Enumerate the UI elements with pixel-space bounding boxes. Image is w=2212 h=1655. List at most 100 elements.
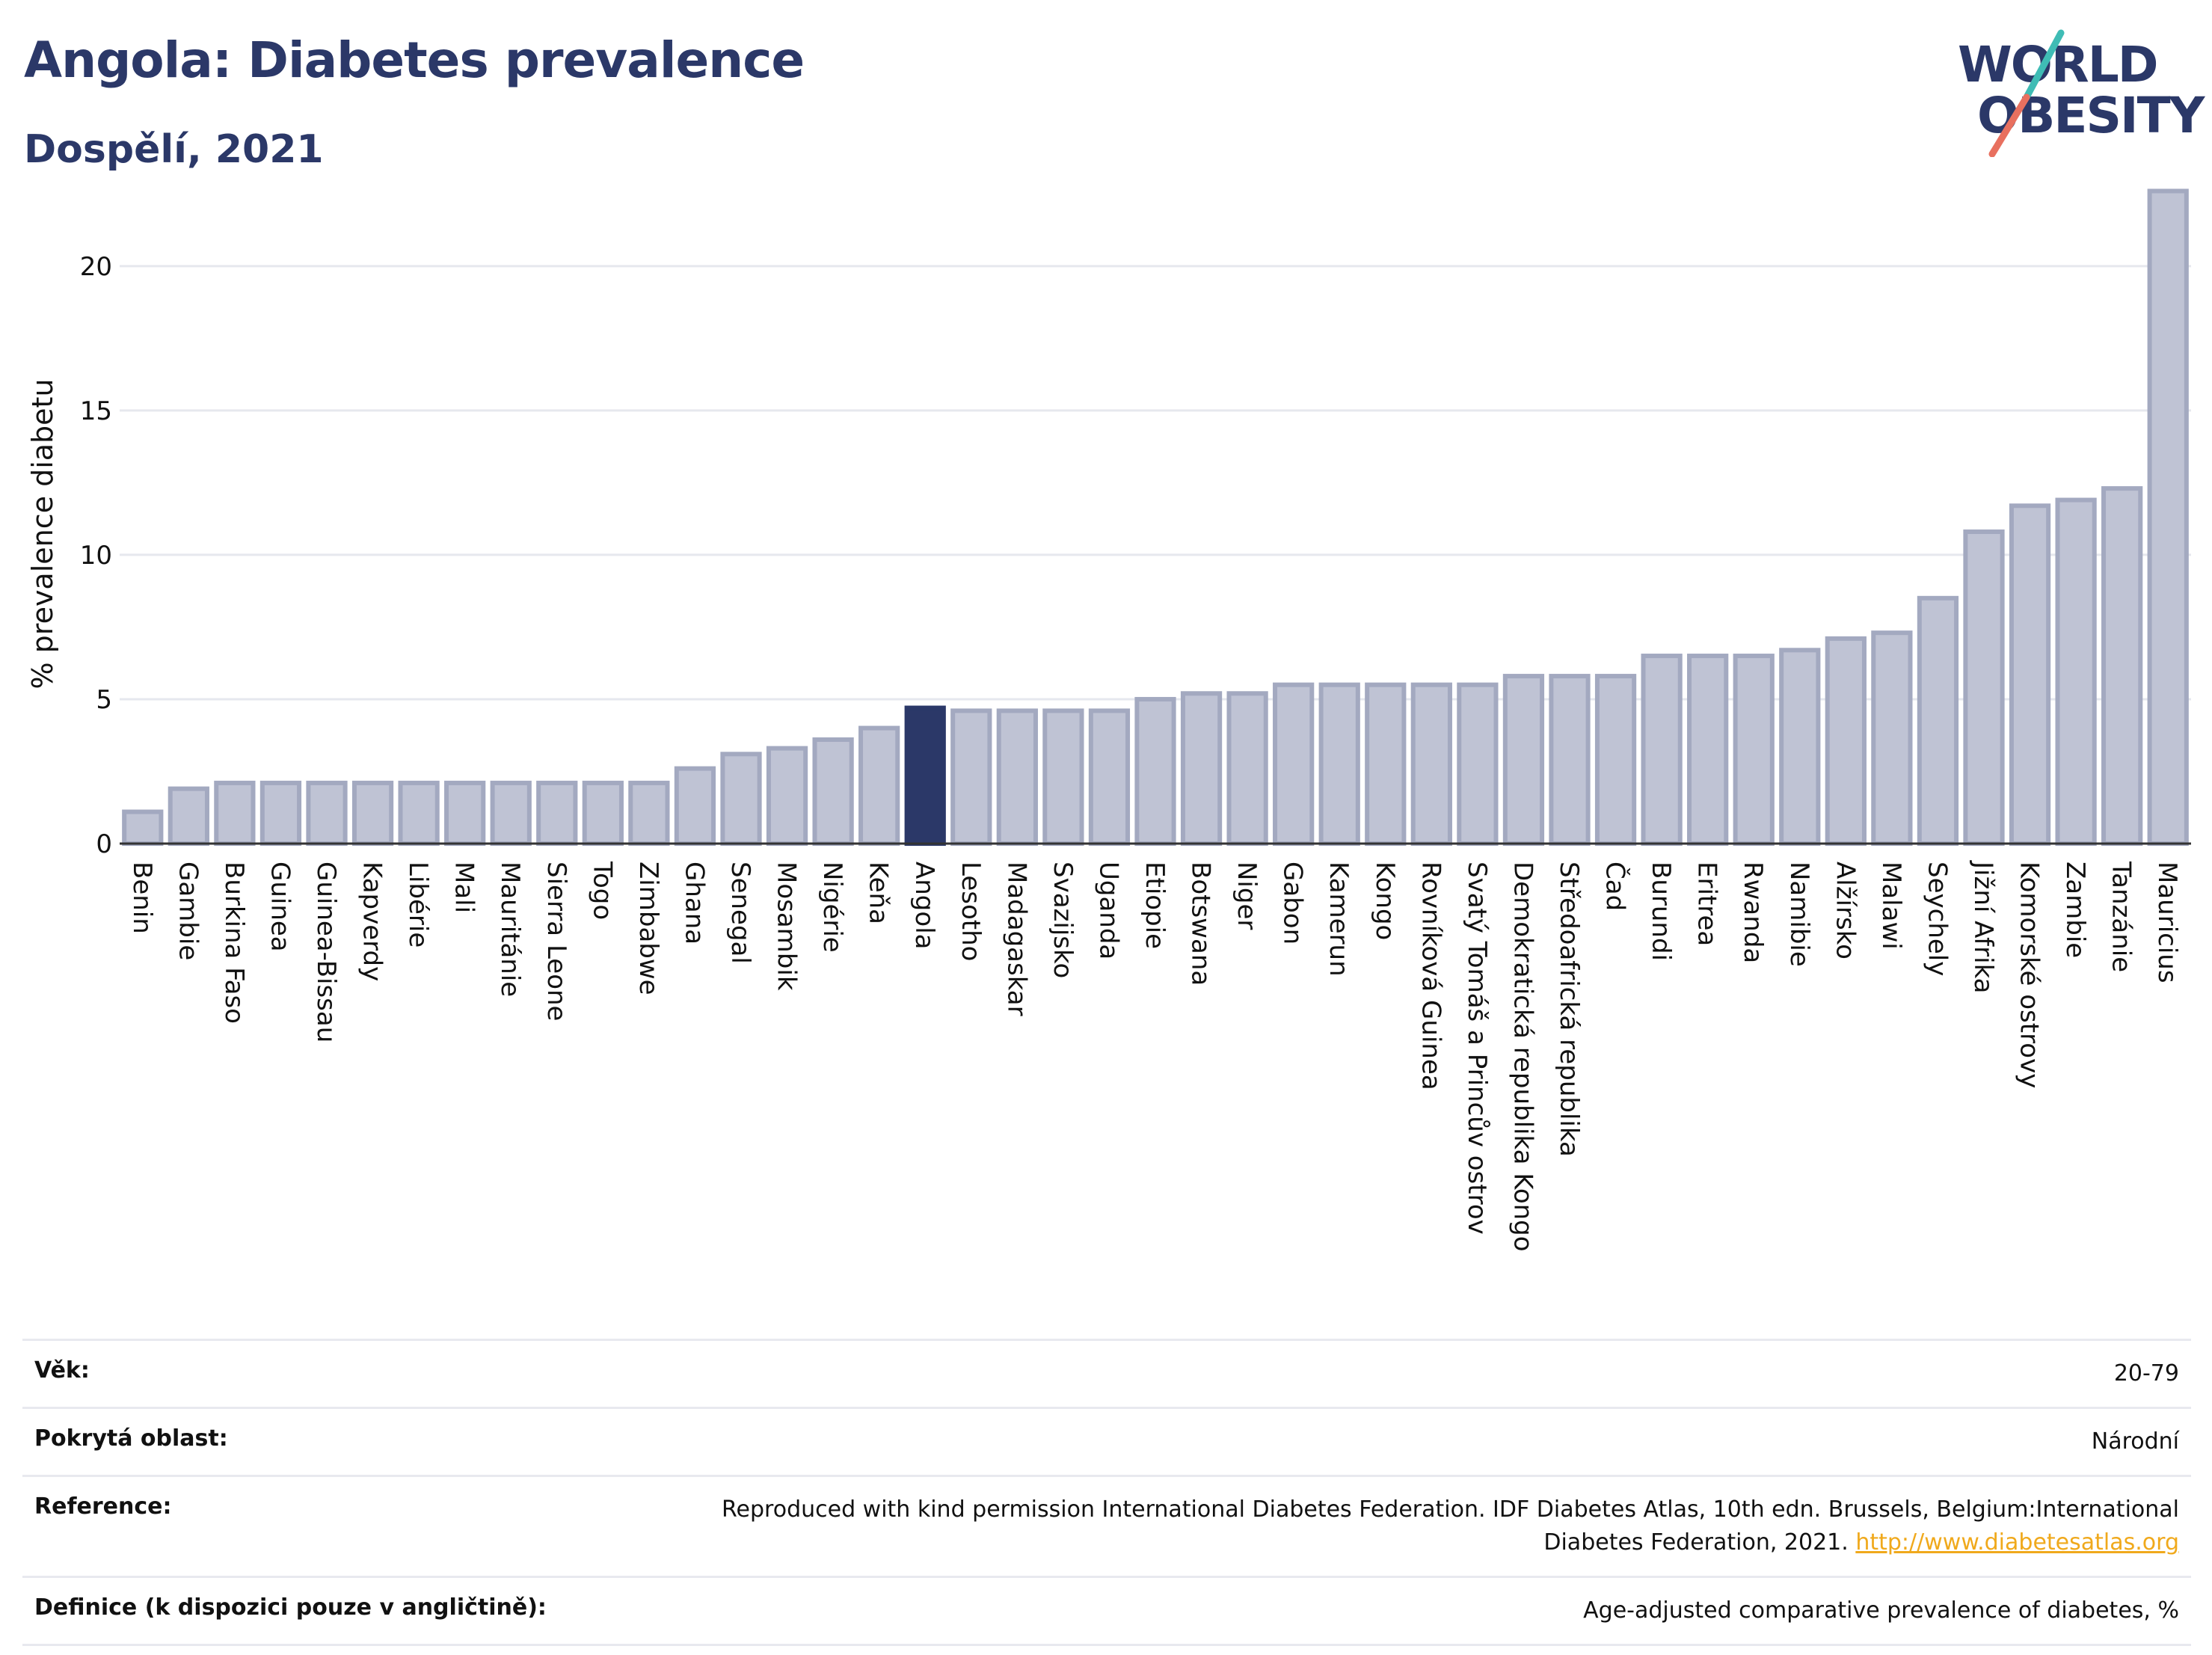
bar-botswana[interactable]: [1180, 691, 1223, 847]
x-tick-label: Čad: [1600, 862, 1631, 911]
x-tick-label: Niger: [1232, 862, 1262, 930]
bar-gabon[interactable]: [1273, 682, 1315, 846]
x-tick-label: Kamerun: [1324, 862, 1354, 977]
x-tick-label: Kongo: [1370, 862, 1400, 940]
x-tick-label: Togo: [587, 861, 617, 920]
x-tick-label: Burkina Faso: [219, 862, 249, 1024]
x-tick-label: Rwanda: [1738, 862, 1768, 963]
x-tick-label: Gabon: [1278, 862, 1308, 945]
x-tick-label: Angola: [909, 862, 939, 949]
x-tick-label: Ghana: [679, 862, 709, 945]
bar-guinea[interactable]: [259, 780, 302, 847]
bar-ke-a[interactable]: [858, 725, 900, 847]
x-tick-label: Zambie: [2060, 862, 2090, 958]
info-table: Věk: 20-79 Pokrytá oblast: Národní Refer…: [22, 1339, 2191, 1646]
bar-zimbabwe[interactable]: [628, 780, 670, 847]
bar-kamerun[interactable]: [1318, 682, 1360, 846]
x-tick-label: Sierra Leone: [541, 862, 571, 1021]
x-tick-label: Keňa: [864, 862, 894, 924]
bar-lib-rie[interactable]: [398, 780, 440, 847]
x-tick-label: Gambie: [173, 862, 203, 960]
bar-st-edoafrick-republika[interactable]: [1549, 674, 1591, 847]
info-key: Věk:: [34, 1357, 90, 1384]
bar-svazijsko[interactable]: [1042, 708, 1084, 847]
info-row-definition: Definice (k dispozici pouze v angličtině…: [22, 1576, 2191, 1646]
bar-mosambik[interactable]: [766, 746, 808, 847]
reference-link[interactable]: http://www.diabetesatlas.org: [1855, 1529, 2179, 1556]
x-tick-label: Středoafrická republika: [1554, 862, 1584, 1157]
bar-niger[interactable]: [1226, 691, 1268, 847]
bar-ji-n-afrika[interactable]: [1963, 529, 2005, 846]
x-tick-label: Jižní Afrika: [1968, 860, 1998, 994]
x-tick-label: Mauricius: [2152, 862, 2182, 983]
bar-etiopie[interactable]: [1134, 696, 1176, 847]
x-tick-label: Guinea-Bissau: [311, 862, 341, 1043]
bar-tanz-nie[interactable]: [2101, 486, 2143, 846]
bar-komorsk-ostrovy[interactable]: [2009, 503, 2051, 846]
bar-maurit-nie[interactable]: [490, 780, 532, 847]
bar-burundi[interactable]: [1641, 654, 1683, 846]
bar-svat-tom-a-princ-v-ostrov[interactable]: [1457, 682, 1499, 846]
info-value-reference: Reproduced with kind permission Internat…: [669, 1493, 2179, 1559]
bar-al-rsko[interactable]: [1825, 636, 1867, 846]
logo-slash-icon: [1988, 29, 2065, 157]
x-tick-label: Seychely: [1922, 862, 1952, 976]
x-tick-label: Senegal: [725, 862, 755, 964]
bar-madagaskar[interactable]: [996, 708, 1038, 847]
y-axis-label: % prevalence diabetu: [26, 378, 59, 689]
bar-chart: 0 5 10 15 20 % prevalence diabetu Benin Gambie B…: [26, 188, 2191, 1252]
page-title: Angola: Diabetes prevalence: [24, 31, 805, 89]
bar-senegal[interactable]: [720, 752, 762, 847]
bar-ghana[interactable]: [674, 766, 716, 847]
x-tick-label: Burundi: [1646, 862, 1676, 961]
bar-rwanda[interactable]: [1733, 654, 1775, 846]
info-key: Pokrytá oblast:: [34, 1425, 228, 1452]
bar-guinea-bissau[interactable]: [306, 780, 348, 847]
x-tick-label: Mauritánie: [495, 862, 525, 997]
x-tick-label: Kapverdy: [357, 862, 387, 981]
bar-lesotho[interactable]: [950, 708, 992, 847]
x-tick-label: Nigérie: [817, 862, 847, 953]
x-tick-label: Komorské ostrovy: [2015, 862, 2044, 1088]
x-tick-label: Zimbabwe: [633, 862, 663, 995]
x-tick-label: Lesotho: [956, 862, 986, 961]
bar-rovn-kov-guinea[interactable]: [1410, 682, 1452, 846]
bar-eritrea[interactable]: [1687, 654, 1729, 846]
bar-uganda[interactable]: [1088, 708, 1131, 847]
bar--ad[interactable]: [1594, 674, 1637, 847]
bar-kapverdy[interactable]: [351, 780, 394, 847]
x-tick-label: Uganda: [1093, 862, 1123, 959]
x-tick-label: Svatý Tomáš a Princův ostrov: [1462, 862, 1492, 1235]
x-tick-label: Etiopie: [1140, 862, 1170, 949]
x-tick-label: Demokratická republika Kongo: [1508, 862, 1537, 1252]
x-tick-label: Svazijsko: [1048, 862, 1078, 978]
y-tick-label: 20: [80, 252, 112, 282]
logo-line-1: WORLD: [1958, 36, 2159, 93]
info-key: Definice (k dispozici pouze v angličtině…: [34, 1594, 547, 1621]
reference-text: Reproduced with kind permission Internat…: [722, 1496, 2179, 1556]
bar-namibie[interactable]: [1779, 648, 1821, 846]
bar-sierra-leone[interactable]: [536, 780, 578, 847]
info-value: Age-adjusted comparative prevalence of d…: [1583, 1597, 2179, 1624]
bar-togo[interactable]: [582, 780, 624, 847]
x-tick-label: Botswana: [1186, 862, 1216, 986]
page-subtitle: Dospělí, 2021: [24, 127, 324, 172]
bar-kongo[interactable]: [1365, 682, 1407, 846]
bar-mali[interactable]: [444, 780, 486, 847]
x-tick-label: Eritrea: [1692, 862, 1722, 946]
bar-malawi[interactable]: [1871, 630, 1913, 846]
bar-gambie[interactable]: [168, 786, 209, 846]
bar-seychely[interactable]: [1917, 595, 1959, 847]
bar-mauricius[interactable]: [2147, 188, 2189, 846]
info-value: Národní: [2091, 1428, 2179, 1455]
bar-burkina-faso[interactable]: [214, 780, 256, 847]
x-tick-label: Benin: [127, 862, 157, 934]
world-obesity-logo[interactable]: WORLD OBESITY: [1944, 22, 2205, 157]
bar-angola[interactable]: [904, 705, 946, 846]
y-tick-label: 15: [80, 396, 112, 426]
bar-zambie[interactable]: [2055, 497, 2097, 846]
bar-nig-rie[interactable]: [812, 737, 854, 846]
bar-demokratick-republika-kongo[interactable]: [1502, 674, 1545, 847]
bar-benin[interactable]: [122, 809, 164, 846]
x-tick-label: Alžírsko: [1830, 862, 1860, 959]
